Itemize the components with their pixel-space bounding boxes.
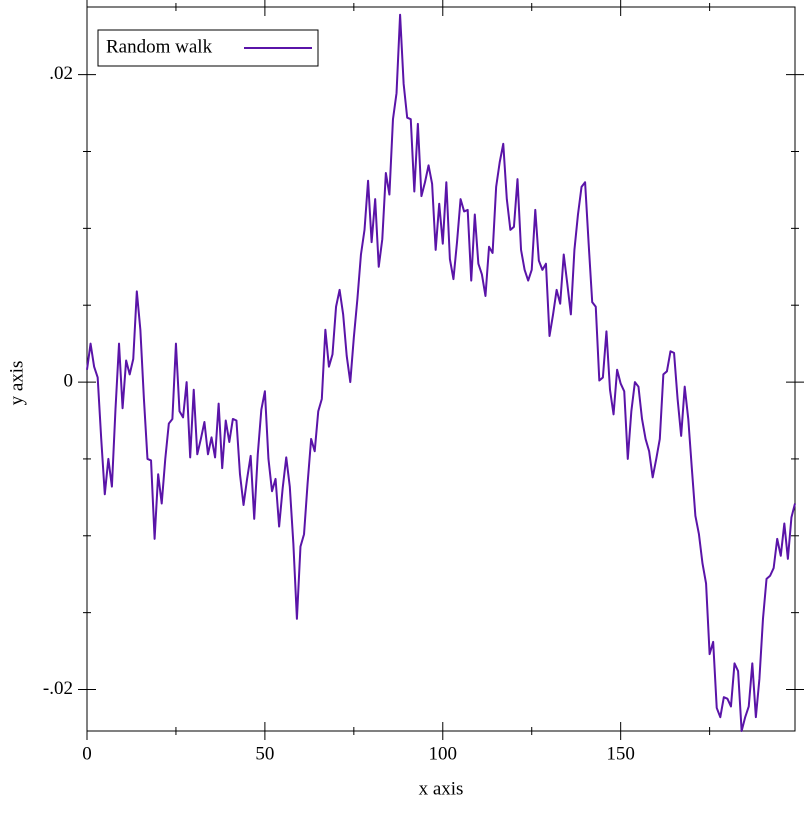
y-tick-label: .02 [49, 63, 73, 84]
legend: Random walk [97, 29, 319, 67]
x-axis-label: x axis [419, 778, 464, 799]
x-tick-label: 100 [429, 743, 458, 764]
y-tick-label: -.02 [43, 678, 73, 699]
plot-frame [86, 6, 796, 732]
x-tick-label: 50 [255, 743, 274, 764]
y-tick-label: 0 [64, 370, 74, 391]
x-tick-label: 0 [82, 743, 92, 764]
y-axis-label: y axis [6, 361, 27, 406]
x-tick-label: 150 [606, 743, 635, 764]
data-line [86, 13, 796, 732]
legend-label: Random walk [106, 36, 213, 57]
